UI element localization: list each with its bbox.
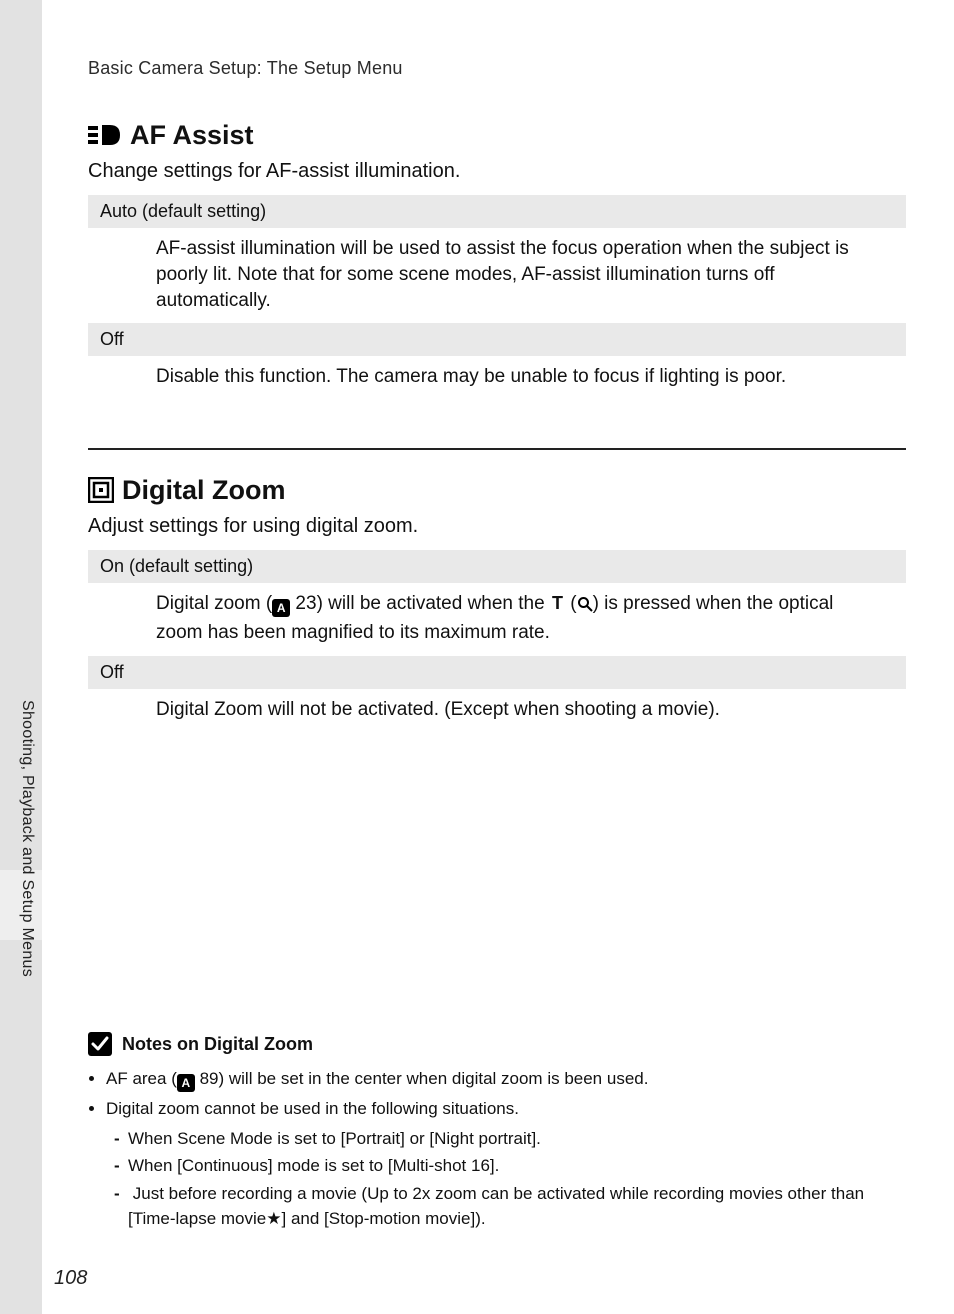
notes-title: Notes on Digital Zoom	[88, 1032, 906, 1056]
option-body: Digital Zoom will not be activated. (Exc…	[88, 689, 906, 733]
section-title-digital-zoom: Digital Zoom	[88, 474, 906, 506]
page-ref-icon: A	[272, 599, 290, 617]
list-item: Digital zoom cannot be used in the follo…	[106, 1096, 906, 1232]
list-item: When Scene Mode is set to [Portrait] or …	[128, 1126, 906, 1152]
text: AF area (	[106, 1069, 177, 1088]
side-section-label: Shooting, Playback and Setup Menus	[18, 700, 36, 977]
option-body: Digital zoom (A 23) will be activated wh…	[88, 583, 906, 655]
notes-sublist: When Scene Mode is set to [Portrait] or …	[106, 1126, 906, 1232]
digital-zoom-icon	[88, 477, 114, 503]
magnify-icon	[577, 594, 593, 620]
option-header: Auto (default setting)	[88, 195, 906, 228]
notes-section: Notes on Digital Zoom AF area (A 89) wil…	[88, 1032, 906, 1232]
notes-list: AF area (A 89) will be set in the center…	[88, 1066, 906, 1232]
star-icon: ★	[266, 1209, 281, 1228]
tele-button-label: T	[550, 591, 565, 615]
text: Digital zoom cannot be used in the follo…	[106, 1099, 519, 1118]
text: ] and [Stop-motion movie]).	[282, 1209, 486, 1228]
manual-page: Basic Camera Setup: The Setup Menu AF As…	[42, 0, 954, 1314]
list-item: Just before recording a movie (Up to 2x …	[128, 1181, 906, 1232]
option-body: AF-assist illumination will be used to a…	[88, 228, 906, 323]
option-header: Off	[88, 323, 906, 356]
section-divider	[88, 448, 906, 450]
section-subtitle-af-assist: Change settings for AF-assist illuminati…	[88, 157, 906, 185]
section-title-text: Digital Zoom	[122, 474, 286, 506]
notes-title-text: Notes on Digital Zoom	[122, 1034, 313, 1055]
section-title-text: AF Assist	[130, 119, 254, 151]
page-ref-icon: A	[177, 1074, 195, 1092]
text: 89) will be set in the center when digit…	[195, 1069, 649, 1088]
list-item: When [Continuous] mode is set to [Multi-…	[128, 1153, 906, 1179]
breadcrumb: Basic Camera Setup: The Setup Menu	[88, 58, 906, 79]
page-number: 108	[54, 1267, 87, 1290]
text: Digital zoom (	[156, 593, 272, 614]
check-note-icon	[88, 1032, 112, 1056]
text: (	[565, 593, 577, 614]
af-assist-icon	[88, 123, 122, 147]
option-header: Off	[88, 656, 906, 689]
list-item: AF area (A 89) will be set in the center…	[106, 1066, 906, 1092]
option-header: On (default setting)	[88, 550, 906, 583]
section-title-af-assist: AF Assist	[88, 119, 906, 151]
section-subtitle-digital-zoom: Adjust settings for using digital zoom.	[88, 512, 906, 540]
text: 23) will be activated when the	[290, 593, 550, 614]
option-body: Disable this function. The camera may be…	[88, 356, 906, 400]
text: Just before recording a movie (Up to 2x …	[128, 1184, 864, 1229]
